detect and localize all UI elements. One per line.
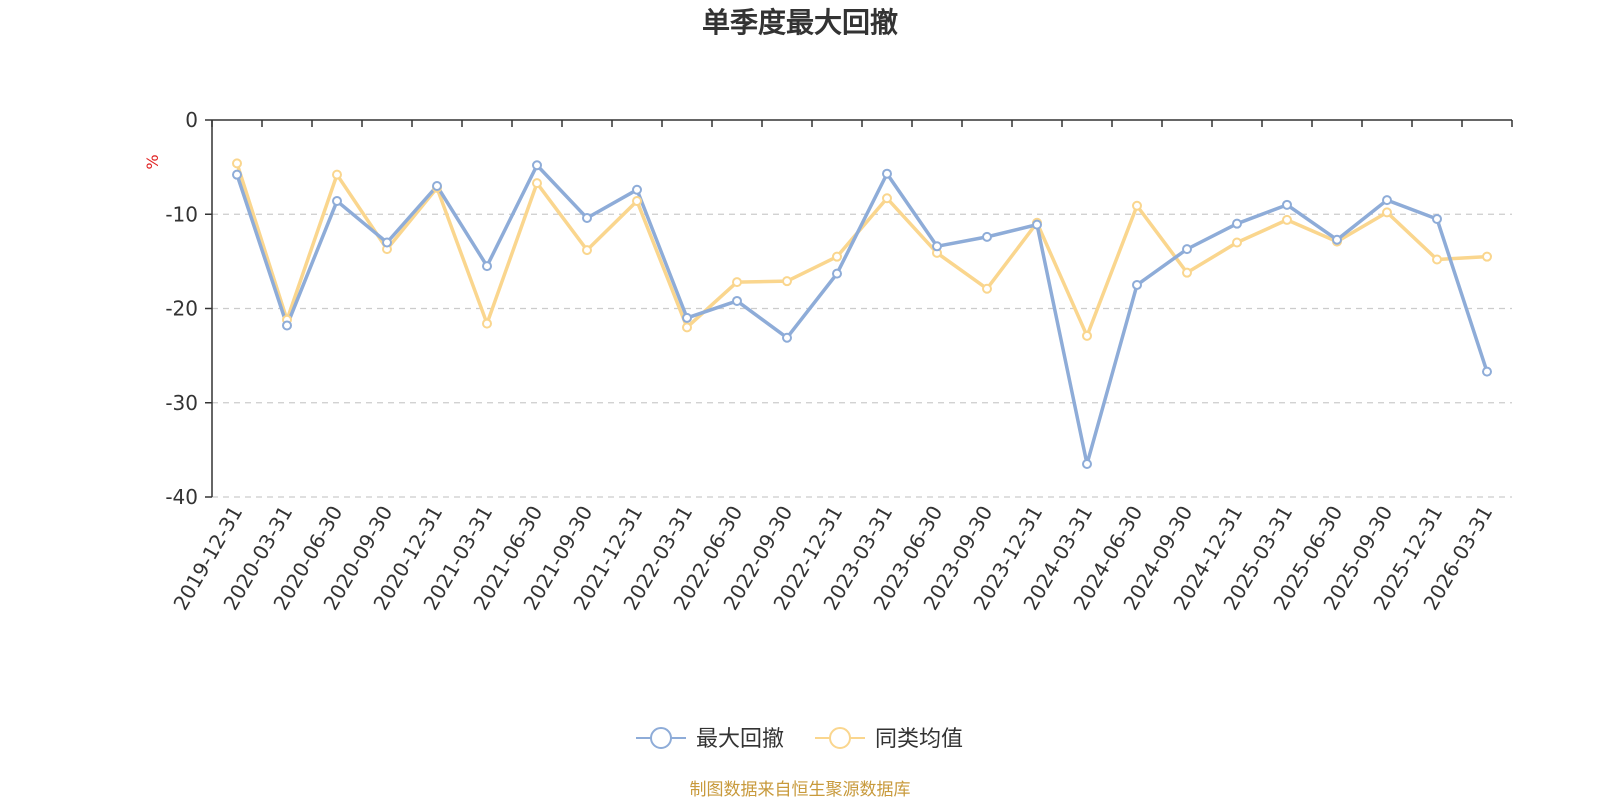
- series-1-point[interactable]: [1132, 200, 1142, 211]
- legend-item-1[interactable]: 同类均值: [815, 727, 963, 752]
- series-1-point[interactable]: [1182, 267, 1192, 278]
- series-0-point[interactable]: [982, 231, 992, 242]
- series-1-point[interactable]: [632, 196, 642, 207]
- y-tick-label: -20: [165, 297, 198, 321]
- series-0-point[interactable]: [882, 168, 892, 179]
- series-1-point[interactable]: [982, 283, 992, 294]
- series-0-point[interactable]: [1482, 366, 1492, 377]
- series-1-point[interactable]: [1282, 214, 1292, 225]
- axes: [205, 119, 1513, 498]
- series-0-point[interactable]: [732, 295, 742, 306]
- series-0-point[interactable]: [232, 169, 242, 180]
- series-0-point[interactable]: [682, 312, 692, 323]
- series-1-point[interactable]: [732, 277, 742, 288]
- legend-item-0[interactable]: 最大回撤: [636, 727, 784, 752]
- series-1-point[interactable]: [1432, 254, 1442, 265]
- y-tick-label: -30: [165, 391, 198, 415]
- source-note: 制图数据来自恒生聚源数据库: [690, 780, 911, 800]
- y-tick-label: -40: [165, 485, 198, 509]
- series-1-point[interactable]: [582, 245, 592, 256]
- series-0-point[interactable]: [1432, 213, 1442, 224]
- legend-marker: [829, 727, 851, 749]
- series-0-point[interactable]: [1182, 244, 1192, 255]
- series-1-point[interactable]: [232, 158, 242, 169]
- series-0-point[interactable]: [1282, 199, 1292, 210]
- series-1-point[interactable]: [882, 193, 892, 204]
- y-tick-labels: 0 -10 -20 -30 -40: [165, 108, 198, 509]
- series-0-point[interactable]: [1082, 459, 1092, 470]
- series-1-point[interactable]: [682, 322, 692, 333]
- series-0-point[interactable]: [1232, 218, 1242, 229]
- series-0-point[interactable]: [932, 241, 942, 252]
- series-0-point[interactable]: [282, 320, 292, 331]
- series-0-point[interactable]: [782, 332, 792, 343]
- series-1-point[interactable]: [1082, 330, 1092, 341]
- series-1-point[interactable]: [832, 251, 842, 262]
- series-group: [232, 158, 1492, 470]
- series-0-point[interactable]: [1132, 279, 1142, 290]
- x-tick-labels: 2019-12-312020-03-312020-06-302020-09-30…: [168, 502, 1497, 615]
- series-0-point[interactable]: [432, 180, 442, 191]
- series-1-point[interactable]: [1482, 251, 1492, 262]
- series-1-point[interactable]: [332, 169, 342, 180]
- y-tick-label: 0: [185, 108, 198, 132]
- series-1-point[interactable]: [782, 276, 792, 287]
- legend-label: 同类均值: [875, 727, 963, 752]
- series-0-point[interactable]: [382, 237, 392, 248]
- series-1-point[interactable]: [1382, 207, 1392, 218]
- series-1-point[interactable]: [1232, 237, 1242, 248]
- series-0-point[interactable]: [832, 268, 842, 279]
- series-0-point[interactable]: [532, 160, 542, 171]
- series-0-point[interactable]: [482, 261, 492, 272]
- legend[interactable]: 最大回撤 同类均值: [636, 727, 963, 752]
- series-0-point[interactable]: [1332, 234, 1342, 245]
- series-1-point[interactable]: [532, 178, 542, 189]
- y-tick-label: -10: [165, 202, 198, 226]
- series-0-point[interactable]: [332, 196, 342, 207]
- series-0-point[interactable]: [1032, 219, 1042, 230]
- legend-label: 最大回撤: [696, 727, 784, 752]
- series-0-point[interactable]: [582, 213, 592, 224]
- y-unit-label: %: [143, 154, 162, 169]
- legend-marker: [650, 727, 672, 749]
- series-1-point[interactable]: [482, 318, 492, 329]
- series-line-0: [235, 163, 1489, 466]
- series-line-1: [235, 162, 1488, 338]
- grid-lines: [212, 213, 1512, 498]
- chart-title: 单季度最大回撤: [702, 6, 898, 39]
- series-0-point[interactable]: [632, 184, 642, 195]
- series-0-point[interactable]: [1382, 195, 1392, 206]
